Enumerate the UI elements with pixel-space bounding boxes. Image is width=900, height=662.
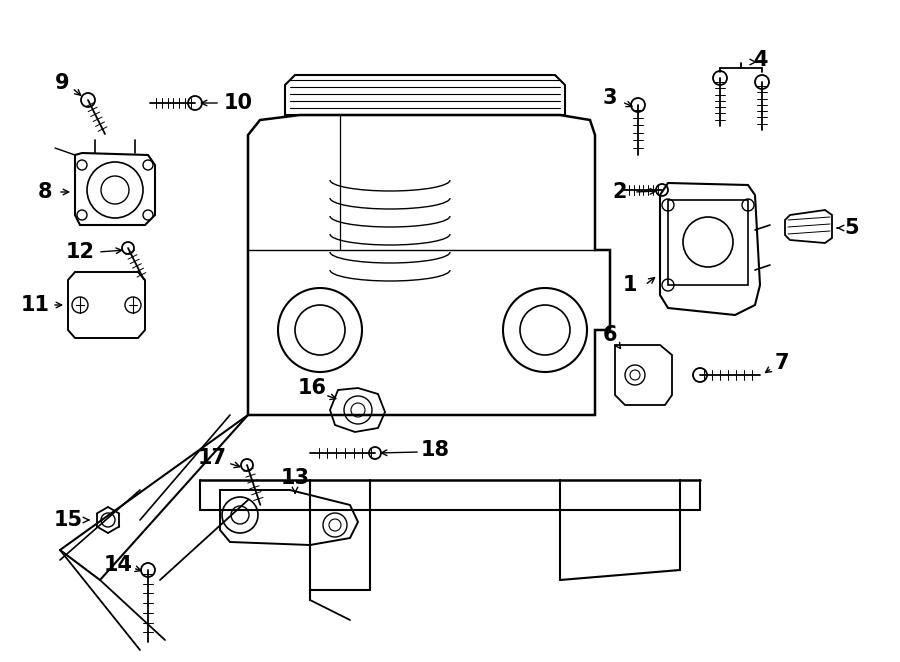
Text: 14: 14 <box>104 555 132 575</box>
Text: 8: 8 <box>38 182 52 202</box>
Text: 10: 10 <box>223 93 253 113</box>
Text: 6: 6 <box>603 325 617 345</box>
Text: 9: 9 <box>55 73 69 93</box>
Text: 7: 7 <box>775 353 789 373</box>
Text: 4: 4 <box>752 50 767 70</box>
Text: 1: 1 <box>623 275 637 295</box>
Text: 16: 16 <box>298 378 327 398</box>
Text: 12: 12 <box>66 242 94 262</box>
Text: 18: 18 <box>420 440 449 460</box>
Bar <box>668 200 748 285</box>
Text: 2: 2 <box>613 182 627 202</box>
Text: 3: 3 <box>603 88 617 108</box>
Text: 13: 13 <box>281 468 310 488</box>
Text: 15: 15 <box>53 510 83 530</box>
Text: 11: 11 <box>21 295 50 315</box>
Text: 17: 17 <box>197 448 227 468</box>
Text: 5: 5 <box>845 218 859 238</box>
